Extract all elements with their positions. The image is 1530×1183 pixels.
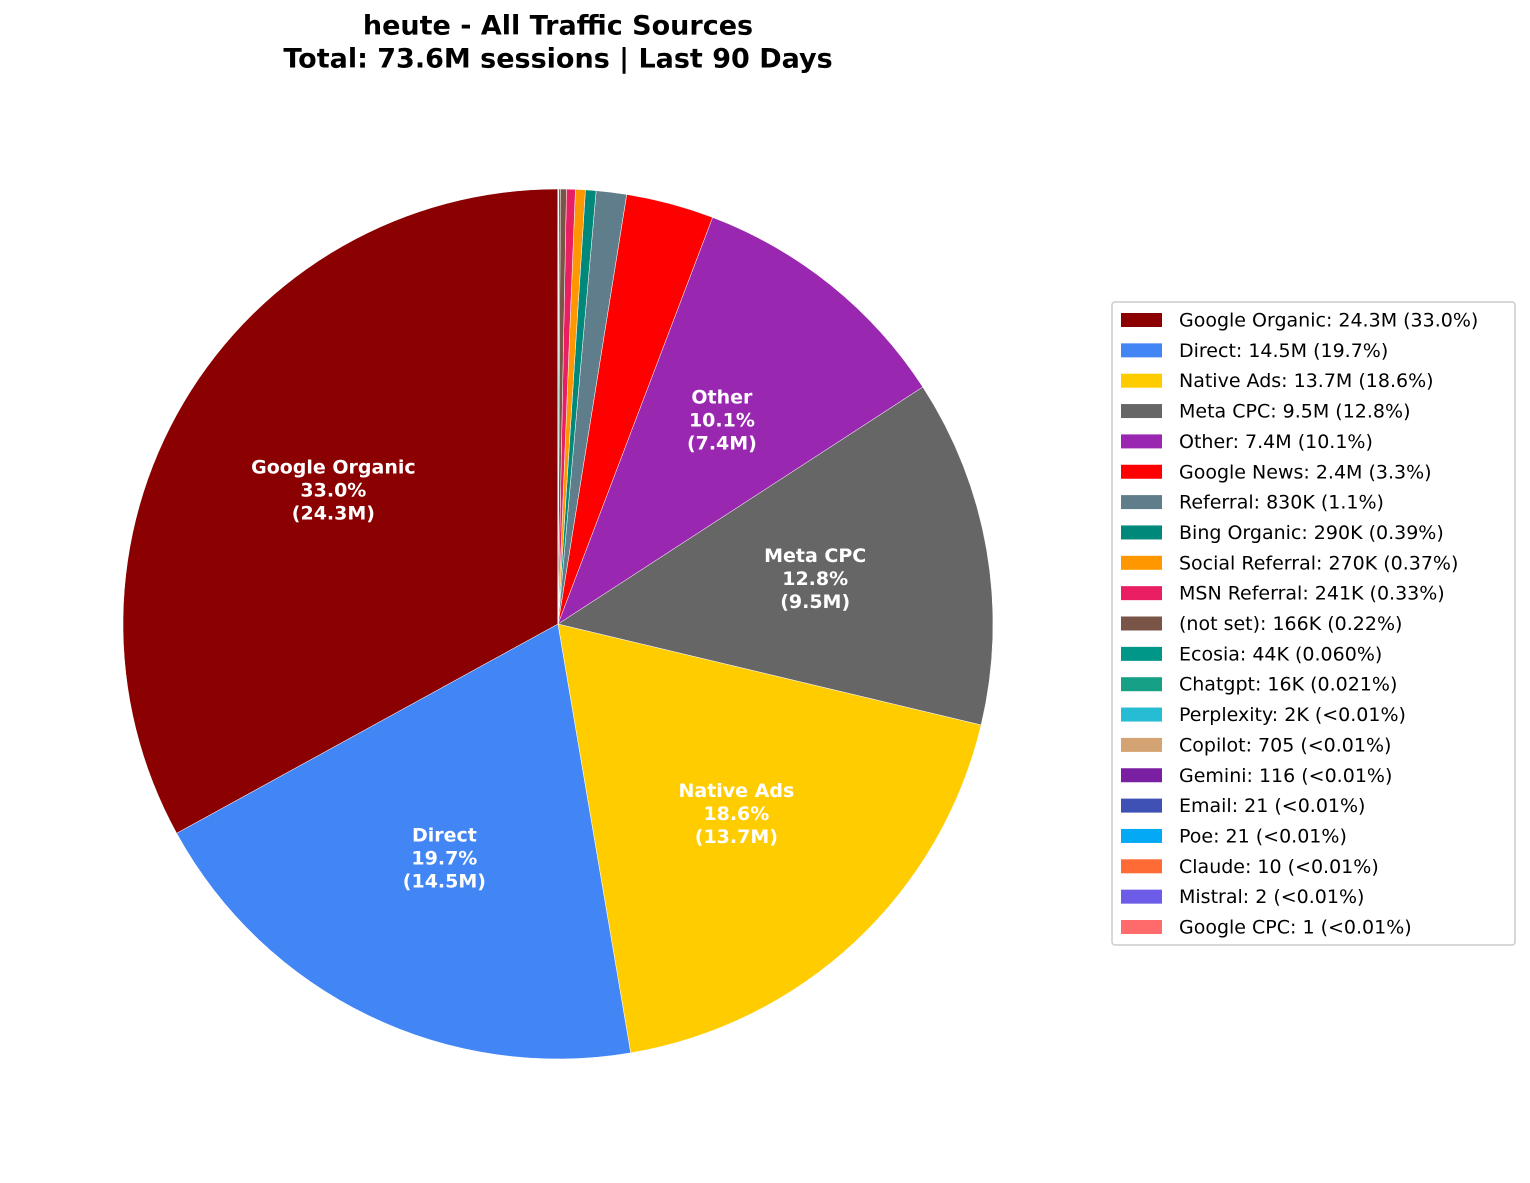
legend-label: Perplexity: 2K (<0.01%) (1179, 704, 1406, 726)
legend-swatch (1121, 616, 1162, 631)
slice-label: 10.1% (689, 409, 755, 431)
pie (122, 188, 994, 1060)
legend-swatch (1121, 373, 1162, 388)
legend-swatch (1121, 737, 1162, 752)
pie-slice (176, 623, 632, 1060)
slice-label: Other (691, 386, 753, 408)
slice-label: Google Organic (251, 457, 416, 479)
legend-swatch (1121, 828, 1162, 843)
legend-swatch (1121, 525, 1162, 540)
legend-swatch (1121, 495, 1162, 510)
legend-label: Google CPC: 1 (<0.01%) (1179, 917, 1412, 939)
legend-label: Gemini: 116 (<0.01%) (1179, 765, 1392, 787)
legend-swatch (1121, 404, 1162, 419)
slice-label: 19.7% (411, 847, 477, 869)
legend-label: Social Referral: 270K (0.37%) (1179, 552, 1458, 574)
slice-label: (7.4M) (687, 432, 757, 454)
legend-swatch (1121, 555, 1162, 570)
legend-swatch (1121, 707, 1162, 722)
legend-box (1111, 301, 1516, 946)
legend-swatch (1121, 464, 1162, 479)
slice-label: (13.7M) (695, 826, 778, 848)
legend-label: Email: 21 (<0.01%) (1179, 795, 1365, 817)
chart-title: heute - All Traffic Sources (363, 11, 753, 42)
pie-slice (557, 386, 994, 726)
legend-label: Google Organic: 24.3M (33.0%) (1179, 310, 1478, 332)
slice-label: (9.5M) (780, 591, 850, 613)
legend-swatch (1121, 434, 1162, 449)
legend-label: Claude: 10 (<0.01%) (1179, 856, 1379, 878)
legend-label: (not set): 166K (0.22%) (1179, 613, 1402, 635)
legend-swatch (1121, 646, 1162, 661)
legend-label: Mistral: 2 (<0.01%) (1179, 886, 1364, 908)
legend-label: Bing Organic: 290K (0.39%) (1179, 522, 1444, 544)
legend-swatch (1121, 798, 1162, 813)
legend-swatch (1121, 920, 1162, 934)
legend-label: Chatgpt: 16K (0.021%) (1179, 674, 1397, 696)
pie-slice (557, 623, 982, 1054)
legend-label: Ecosia: 44K (0.060%) (1179, 643, 1382, 665)
slice-label: 18.6% (703, 803, 769, 825)
slice-label: Meta CPC (764, 545, 866, 567)
legend-label: Meta CPC: 9.5M (12.8%) (1179, 401, 1410, 423)
legend-label: MSN Referral: 241K (0.33%) (1179, 583, 1445, 605)
legend-label: Referral: 830K (1.1%) (1179, 492, 1384, 514)
legend-label: Native Ads: 13.7M (18.6%) (1179, 370, 1434, 392)
pie-slice (122, 188, 559, 834)
slice-label: 12.8% (782, 568, 848, 590)
slice-label: (14.5M) (403, 870, 486, 892)
legend-swatch (1121, 889, 1162, 904)
chart-subtitle: Total: 73.6M sessions | Last 90 Days (283, 44, 832, 75)
legend-label: Copilot: 705 (<0.01%) (1179, 734, 1391, 756)
legend-label: Other: 7.4M (10.1%) (1179, 431, 1373, 453)
legend-swatch (1121, 859, 1162, 874)
legend-label: Poe: 21 (<0.01%) (1179, 825, 1347, 847)
legend-swatch (1121, 768, 1162, 783)
slice-label: (24.3M) (292, 503, 375, 525)
legend-label: Direct: 14.5M (19.7%) (1179, 340, 1388, 362)
slice-label: 33.0% (300, 480, 366, 502)
pie-slice (557, 217, 924, 625)
legend-label: Google News: 2.4M (3.3%) (1179, 461, 1432, 483)
legend-swatch (1121, 343, 1162, 358)
slice-label: Native Ads (678, 780, 794, 802)
legend-swatch (1121, 677, 1162, 692)
slice-label: Direct (412, 824, 477, 846)
legend-swatch (1121, 586, 1162, 601)
legend-swatch (1121, 313, 1162, 327)
